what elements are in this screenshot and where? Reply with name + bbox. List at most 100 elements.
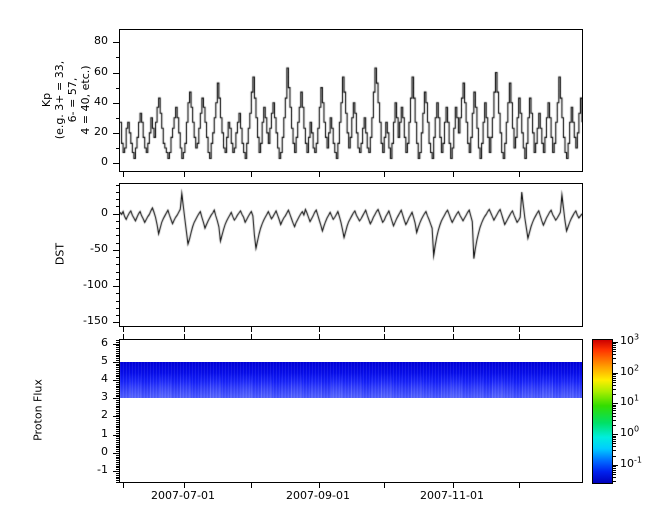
y-minor-tick — [116, 407, 119, 408]
flux-streak — [512, 362, 523, 398]
colorbar-minor-tick — [613, 406, 616, 407]
y-minor-tick — [116, 118, 119, 119]
y-minor-tick — [116, 464, 119, 465]
y-minor-tick — [116, 199, 119, 200]
y-minor-tick — [116, 466, 119, 467]
flux-streak — [311, 362, 322, 398]
flux-streak — [351, 362, 362, 398]
y-tick-label: 6 — [101, 336, 108, 349]
y-tick-label: 80 — [94, 34, 108, 47]
y-tick-label: -50 — [90, 242, 108, 255]
y-tick — [113, 380, 119, 381]
y-minor-tick — [116, 440, 119, 441]
y-minor-tick — [116, 355, 119, 356]
x-tick — [251, 172, 252, 177]
y-minor-tick — [116, 206, 119, 207]
colorbar-minor-tick — [613, 408, 616, 409]
proton-flux-panel — [113, 334, 583, 488]
y-minor-tick — [116, 185, 119, 186]
y-minor-tick — [116, 395, 119, 396]
colorbar-tick — [613, 465, 618, 466]
y-minor-tick — [116, 228, 119, 229]
y-minor-tick — [116, 409, 119, 410]
flux-streak — [482, 362, 493, 398]
flux-streak — [461, 362, 472, 398]
y-minor-tick — [116, 347, 119, 348]
y-minor-tick — [116, 351, 119, 352]
colorbar-minor-tick — [613, 410, 616, 411]
y-tick-label: 40 — [94, 95, 108, 108]
y-tick — [113, 286, 119, 287]
colorbar-minor-tick — [613, 376, 616, 377]
x-tick — [453, 172, 454, 177]
flux-streak — [451, 362, 462, 398]
dst-series-plot — [120, 184, 582, 326]
colorbar-minor-tick — [613, 450, 616, 451]
y-tick-label: 3 — [101, 390, 108, 403]
y-minor-tick — [116, 371, 119, 372]
colorbar-minor-tick — [613, 456, 616, 457]
x-top-tick — [251, 334, 252, 339]
colorbar-minor-tick — [613, 389, 616, 390]
y-tick — [113, 362, 119, 363]
flux-streak — [361, 362, 372, 398]
y-tick — [113, 471, 119, 472]
colorbar-minor-tick — [613, 446, 616, 447]
colorbar-minor-tick — [613, 378, 616, 379]
flux-streak — [261, 362, 272, 398]
y-minor-tick — [116, 475, 119, 476]
y-minor-tick — [116, 413, 119, 414]
y-minor-tick — [116, 438, 119, 439]
y-minor-tick — [116, 391, 119, 392]
y-tick-label: 20 — [94, 125, 108, 138]
y-minor-tick — [116, 446, 119, 447]
x-tick-label: 2007-09-01 — [286, 489, 350, 502]
x-tick — [453, 327, 454, 332]
x-tick — [384, 483, 385, 488]
colorbar-minor-tick — [613, 420, 616, 421]
y-minor-tick — [116, 349, 119, 350]
flux-streak — [210, 362, 221, 398]
y-minor-tick — [116, 293, 119, 294]
y-tick — [113, 416, 119, 417]
flux-streak — [180, 362, 191, 398]
y-minor-tick — [116, 429, 119, 430]
y-minor-tick — [116, 356, 119, 357]
y-minor-tick — [116, 467, 119, 468]
colorbar-minor-tick — [613, 363, 616, 364]
colorbar-tick-label: 10-1 — [620, 455, 642, 470]
x-tick — [319, 483, 320, 488]
y-minor-tick — [116, 422, 119, 423]
y-minor-tick — [116, 420, 119, 421]
y-minor-tick — [116, 424, 119, 425]
colorbar-minor-tick — [613, 405, 616, 406]
x-tick — [319, 327, 320, 332]
y-minor-tick — [116, 427, 119, 428]
y-minor-tick — [116, 400, 119, 401]
x-tick — [123, 483, 124, 488]
y-minor-tick — [116, 478, 119, 479]
x-top-tick — [519, 334, 520, 339]
y-minor-tick — [116, 378, 119, 379]
y-minor-tick — [116, 315, 119, 316]
flux-streak — [341, 362, 352, 398]
y-tick — [113, 214, 119, 215]
flux-streak — [572, 362, 582, 398]
y-minor-tick — [116, 482, 119, 483]
colorbar-minor-tick — [613, 425, 616, 426]
dst-panel — [113, 183, 583, 332]
colorbar-minor-tick — [613, 436, 616, 437]
y-minor-tick — [116, 373, 119, 374]
y-minor-tick — [116, 221, 119, 222]
y-minor-tick — [116, 396, 119, 397]
flux-streak — [532, 362, 543, 398]
x-tick — [184, 483, 185, 488]
y-minor-tick — [116, 264, 119, 265]
flux-streak — [120, 362, 131, 398]
y-minor-tick — [116, 444, 119, 445]
x-top-tick — [123, 334, 124, 339]
y-minor-tick — [116, 353, 119, 354]
y-minor-tick — [116, 342, 119, 343]
x-tick — [519, 327, 520, 332]
y-minor-tick — [116, 442, 119, 443]
